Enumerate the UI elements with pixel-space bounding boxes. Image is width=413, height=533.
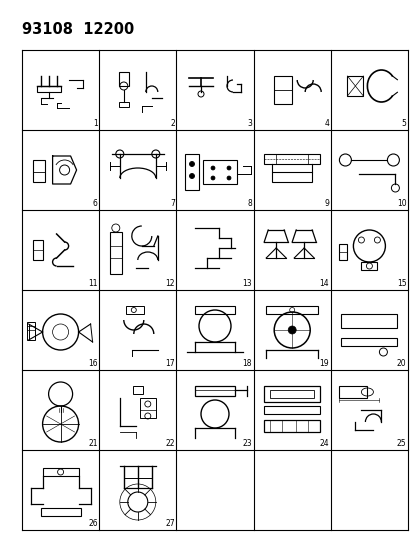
Text: 20: 20: [396, 359, 406, 368]
Text: 8: 8: [247, 199, 252, 208]
Text: 3: 3: [247, 119, 252, 128]
Bar: [263, 154, 319, 164]
Text: 10: 10: [396, 199, 406, 208]
Bar: [33, 240, 43, 260]
Text: 26: 26: [88, 520, 97, 529]
Bar: [339, 386, 366, 398]
Text: 6: 6: [93, 199, 97, 208]
Bar: [202, 160, 236, 184]
Bar: [341, 338, 396, 346]
Text: 12: 12: [165, 279, 174, 288]
Text: 11: 11: [88, 279, 97, 288]
Bar: [126, 306, 143, 314]
Bar: [341, 314, 396, 328]
Text: 5: 5: [401, 119, 406, 128]
Bar: [133, 386, 142, 394]
Circle shape: [211, 166, 214, 170]
Bar: [263, 406, 319, 414]
Bar: [36, 86, 60, 92]
Bar: [339, 244, 347, 260]
Text: 16: 16: [88, 359, 97, 368]
Bar: [119, 102, 128, 107]
Text: 22: 22: [165, 440, 174, 448]
Bar: [26, 322, 35, 340]
Text: 18: 18: [242, 359, 252, 368]
Text: 7: 7: [170, 199, 174, 208]
Bar: [119, 72, 128, 86]
Circle shape: [226, 166, 230, 170]
Circle shape: [189, 174, 194, 179]
Text: 14: 14: [319, 279, 328, 288]
Text: 25: 25: [396, 440, 406, 448]
Bar: [109, 232, 121, 274]
Bar: [33, 160, 45, 182]
Text: 9: 9: [324, 199, 328, 208]
Circle shape: [189, 161, 194, 166]
Bar: [347, 76, 363, 96]
Bar: [43, 468, 78, 476]
Text: 2: 2: [170, 119, 174, 128]
Bar: [271, 172, 311, 182]
Text: 1: 1: [93, 119, 97, 128]
Text: 93108  12200: 93108 12200: [22, 22, 134, 37]
Bar: [185, 154, 199, 190]
Bar: [361, 262, 377, 270]
Bar: [195, 306, 235, 314]
Text: 13: 13: [242, 279, 252, 288]
Text: 19: 19: [319, 359, 328, 368]
Text: 17: 17: [165, 359, 174, 368]
Text: 24: 24: [319, 440, 328, 448]
Text: 23: 23: [242, 440, 252, 448]
Bar: [273, 76, 292, 104]
Bar: [195, 386, 235, 396]
Text: 4: 4: [324, 119, 328, 128]
Circle shape: [287, 326, 295, 334]
Text: 21: 21: [88, 440, 97, 448]
Bar: [140, 398, 155, 418]
Text: 15: 15: [396, 279, 406, 288]
Bar: [266, 306, 318, 314]
Circle shape: [211, 176, 214, 180]
Bar: [263, 386, 319, 402]
Bar: [263, 420, 319, 432]
Text: 27: 27: [165, 520, 174, 529]
Bar: [40, 508, 81, 516]
Bar: [270, 390, 313, 398]
Circle shape: [226, 176, 230, 180]
